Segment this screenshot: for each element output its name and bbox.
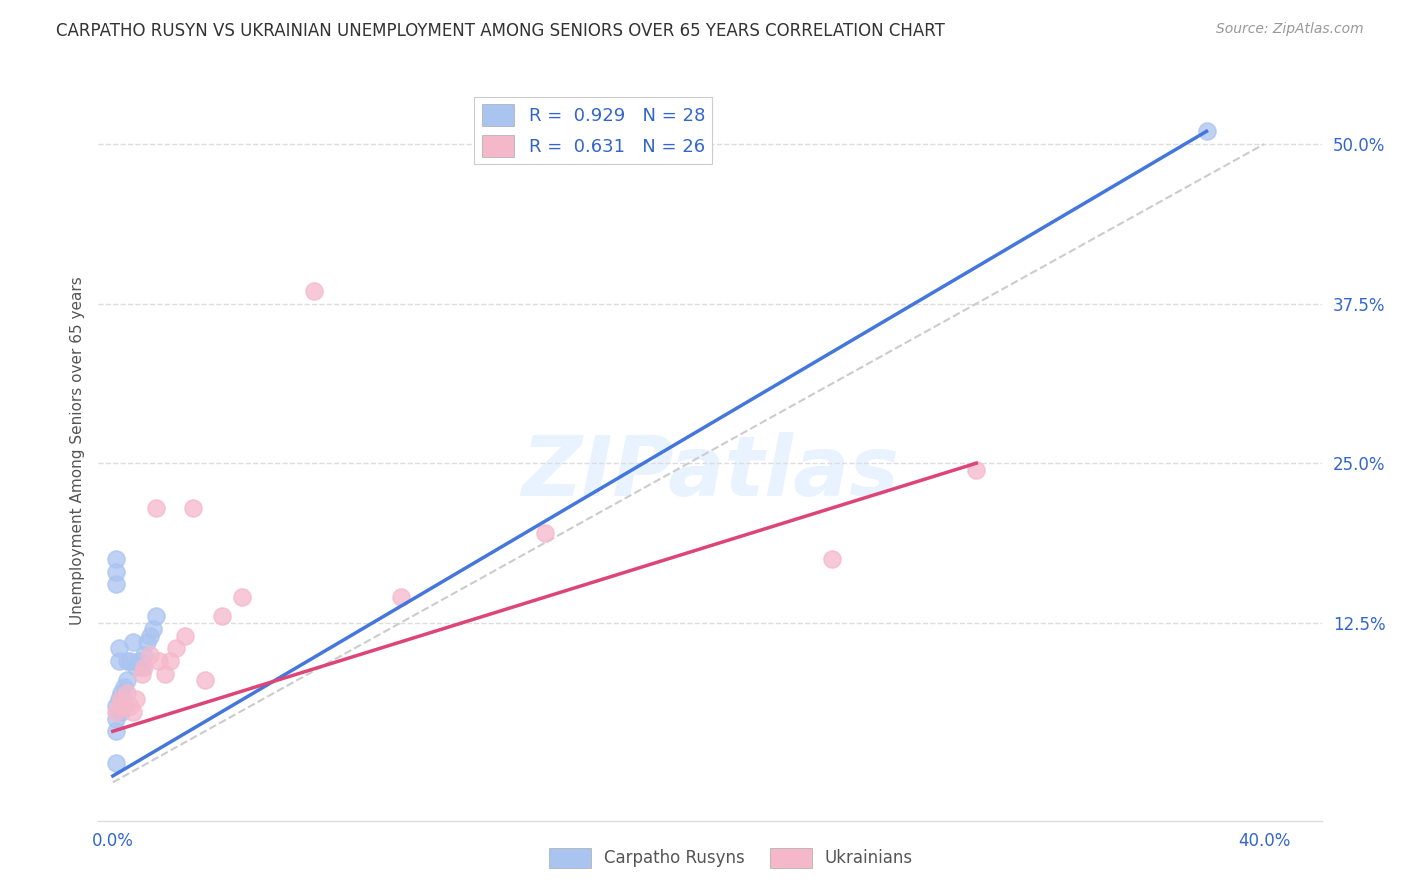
Point bbox=[107, 641, 129, 656]
Point bbox=[107, 692, 129, 706]
Point bbox=[134, 648, 156, 662]
Point bbox=[110, 692, 132, 706]
Point bbox=[104, 698, 127, 713]
Point bbox=[142, 622, 165, 636]
Point bbox=[1195, 124, 1218, 138]
Point bbox=[183, 500, 205, 515]
Point bbox=[115, 686, 138, 700]
Point bbox=[104, 756, 127, 771]
Point bbox=[139, 629, 162, 643]
Point bbox=[231, 591, 253, 605]
Point bbox=[112, 698, 135, 713]
Point bbox=[112, 680, 135, 694]
Point bbox=[115, 673, 138, 688]
Point bbox=[821, 552, 844, 566]
Point bbox=[122, 635, 145, 649]
Point bbox=[115, 654, 138, 668]
Point bbox=[125, 660, 148, 674]
Point bbox=[107, 654, 129, 668]
Legend: R =  0.929   N = 28, R =  0.631   N = 26: R = 0.929 N = 28, R = 0.631 N = 26 bbox=[474, 96, 713, 164]
Point bbox=[139, 648, 162, 662]
Point bbox=[165, 641, 187, 656]
Point bbox=[533, 526, 555, 541]
Point bbox=[965, 462, 987, 476]
Point bbox=[104, 552, 127, 566]
Point bbox=[159, 654, 181, 668]
Legend: Carpatho Rusyns, Ukrainians: Carpatho Rusyns, Ukrainians bbox=[543, 841, 920, 875]
Point bbox=[131, 660, 153, 674]
Y-axis label: Unemployment Among Seniors over 65 years: Unemployment Among Seniors over 65 years bbox=[69, 277, 84, 624]
Point bbox=[128, 654, 150, 668]
Point bbox=[120, 698, 142, 713]
Point bbox=[194, 673, 217, 688]
Text: CARPATHO RUSYN VS UKRAINIAN UNEMPLOYMENT AMONG SENIORS OVER 65 YEARS CORRELATION: CARPATHO RUSYN VS UKRAINIAN UNEMPLOYMENT… bbox=[56, 22, 945, 40]
Point bbox=[104, 577, 127, 591]
Point bbox=[134, 660, 156, 674]
Point bbox=[104, 565, 127, 579]
Point bbox=[211, 609, 233, 624]
Point bbox=[389, 591, 412, 605]
Point bbox=[173, 629, 195, 643]
Point bbox=[110, 705, 132, 719]
Point bbox=[131, 666, 153, 681]
Point bbox=[145, 609, 167, 624]
Text: Source: ZipAtlas.com: Source: ZipAtlas.com bbox=[1216, 22, 1364, 37]
Point bbox=[104, 705, 127, 719]
Point bbox=[112, 698, 135, 713]
Point bbox=[120, 654, 142, 668]
Point bbox=[122, 705, 145, 719]
Point bbox=[304, 284, 326, 298]
Point bbox=[110, 686, 132, 700]
Point bbox=[104, 712, 127, 726]
Point bbox=[125, 692, 148, 706]
Text: ZIPatlas: ZIPatlas bbox=[522, 432, 898, 513]
Point bbox=[153, 666, 176, 681]
Point bbox=[110, 692, 132, 706]
Point bbox=[145, 500, 167, 515]
Point bbox=[148, 654, 170, 668]
Point bbox=[104, 724, 127, 739]
Point bbox=[136, 635, 159, 649]
Point bbox=[107, 698, 129, 713]
